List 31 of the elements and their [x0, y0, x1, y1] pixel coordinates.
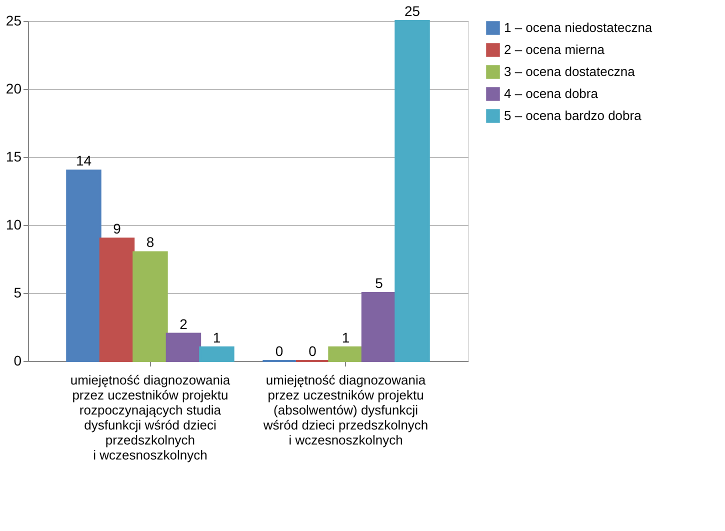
legend-label: 4 – ocena dobra — [504, 86, 599, 101]
y-tick-label: 25 — [6, 12, 22, 28]
y-tick-label: 15 — [6, 148, 22, 164]
data-label: 5 — [375, 275, 384, 291]
data-label: 9 — [113, 220, 122, 237]
y-tick-label: 10 — [6, 216, 22, 232]
data-label: 2 — [180, 316, 188, 332]
bar — [361, 292, 397, 362]
y-tick-label: 5 — [14, 284, 22, 300]
legend-label: 2 – ocena mierna — [504, 42, 606, 57]
y-tick-label: 20 — [6, 80, 22, 96]
legend-label: 3 – ocena dostateczna — [504, 64, 636, 79]
data-label: 25 — [404, 3, 420, 19]
x-tick-label: umiejętność diagnozowania przez uczestników projektu rozpoczynających studia dysfunkcji wśród dzieci przedszkolnych i wczesnoszkolnych — [70, 372, 231, 462]
data-label: 0 — [308, 343, 317, 359]
bar — [99, 238, 135, 362]
bar — [132, 251, 168, 362]
data-label: 1 — [342, 329, 350, 346]
legend-label: 5 – ocena bardzo dobra — [504, 108, 642, 123]
y-tick-label: 0 — [14, 352, 22, 368]
bar — [66, 170, 102, 362]
bar — [394, 20, 430, 362]
data-label: 8 — [146, 234, 154, 250]
data-label: 0 — [275, 343, 284, 359]
bar — [328, 346, 364, 362]
x-tick-label: umiejętność diagnozowania przez uczestników projektu (absolwentów) dysfunkcji wśród dzieci przedszkolnych i wczesnoszkolnych — [262, 372, 428, 448]
bar — [199, 346, 234, 362]
bar — [166, 332, 202, 362]
data-label: 1 — [212, 329, 221, 346]
legend-label: 1 – ocena niedostateczna — [504, 20, 653, 35]
data-label: 14 — [76, 152, 92, 169]
